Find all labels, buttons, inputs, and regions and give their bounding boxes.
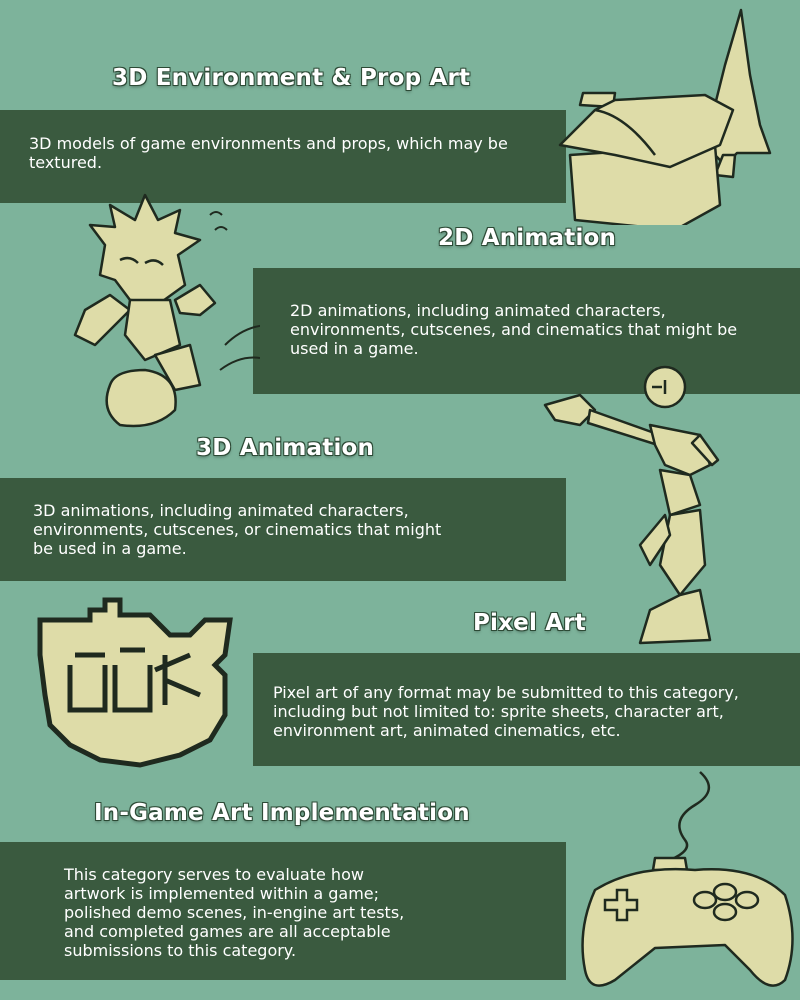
section-description-2d-animation: 2D animations, including animated charac…: [290, 301, 738, 358]
section-title-pixel-art: Pixel Art: [473, 610, 587, 636]
section-title-3d-animation: 3D Animation: [196, 435, 375, 461]
cartoon-character-icon: [73, 193, 260, 428]
section-description-3d-environment: 3D models of game environments and props…: [29, 134, 508, 172]
section-panel-3d-animation: 3D animations, including animated charac…: [0, 478, 566, 581]
section-panel-2d-animation: 2D animations, including animated charac…: [253, 268, 800, 394]
section-panel-3d-environment: 3D models of game environments and props…: [0, 110, 566, 203]
section-description-pixel-art: Pixel art of any format may be submitted…: [273, 683, 739, 740]
game-controller-icon: [581, 771, 794, 987]
section-title-3d-environment: 3D Environment & Prop Art: [112, 65, 471, 91]
section-description-3d-animation: 3D animations, including animated charac…: [33, 501, 442, 558]
house-and-tree-icon: [558, 8, 772, 225]
section-description-in-game-art: This category serves to evaluate how art…: [64, 865, 405, 960]
section-panel-pixel-art: Pixel art of any format may be submitted…: [253, 653, 800, 766]
section-title-2d-animation: 2D Animation: [438, 225, 617, 251]
pixel-creature-icon: [37, 597, 233, 768]
low-poly-figure-icon: [543, 365, 720, 645]
section-title-in-game-art: In-Game Art Implementation: [94, 800, 470, 826]
section-panel-in-game-art: This category serves to evaluate how art…: [0, 842, 566, 980]
